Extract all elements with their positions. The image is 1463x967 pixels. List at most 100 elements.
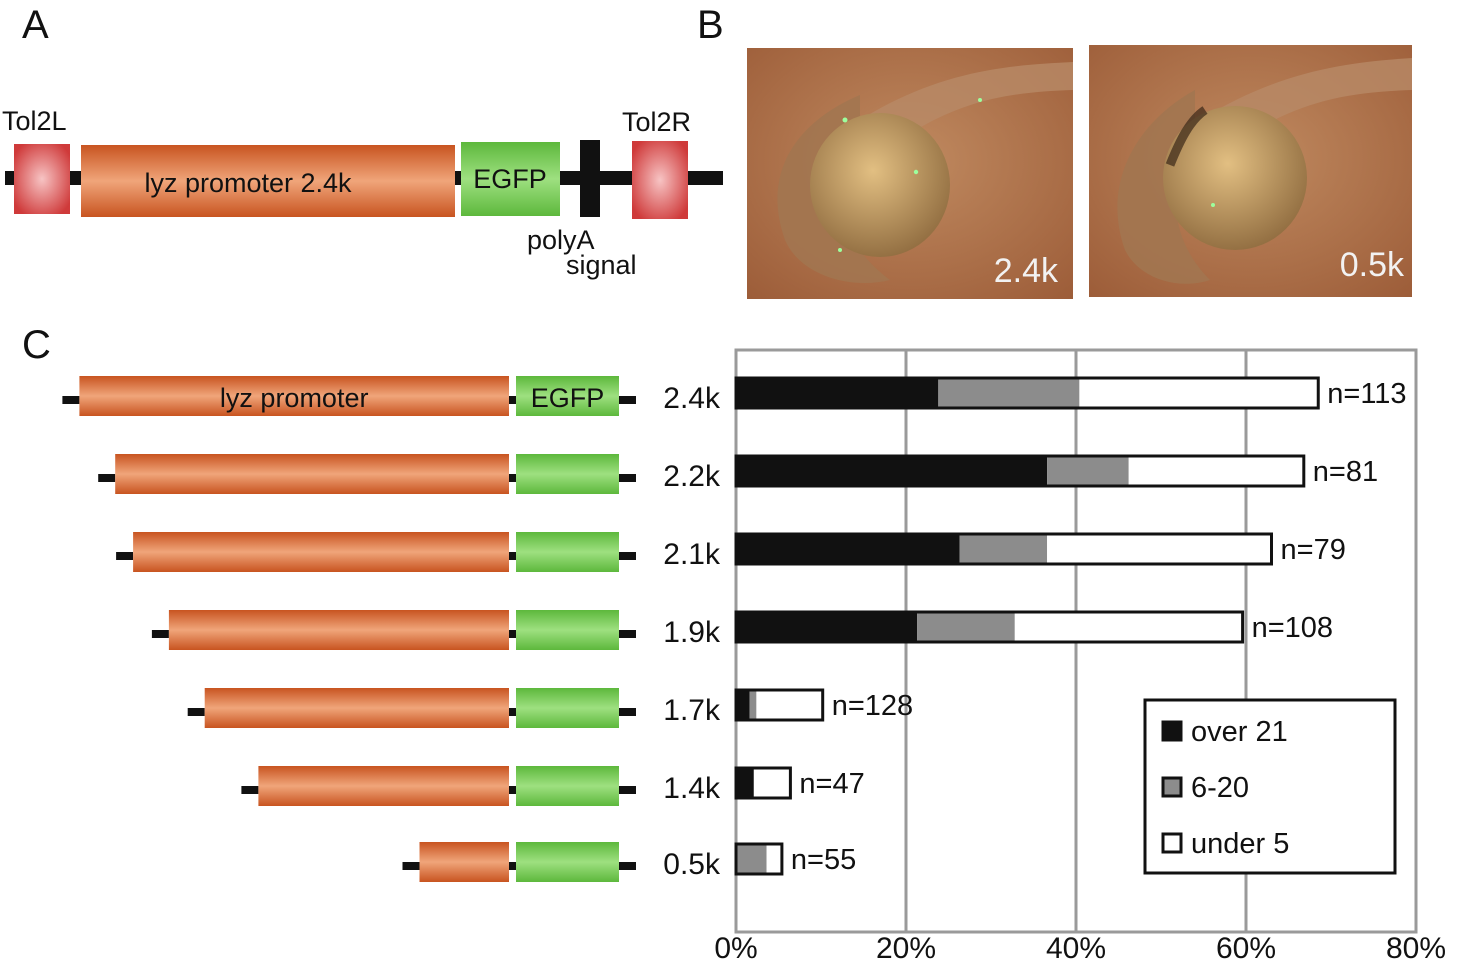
bar-outline [734,376,1320,410]
bar-segment-under5 [753,768,791,798]
photo2-label: 0.5k [1340,246,1405,284]
bar-segment-over21 [736,534,960,564]
construct-egfp-box [516,766,619,806]
construct-0.5k: 0.5k [402,842,721,882]
bar-segment-6-20 [736,844,767,874]
construct-line-left [116,552,134,560]
construct-line-left [241,786,259,794]
embryo-photo-2: 0.5k [1089,45,1412,297]
egfp-box [461,142,560,216]
construct-promoter-box [258,766,509,806]
n-label: n=81 [1313,456,1378,488]
polya-bar [580,140,600,217]
n-label: n=79 [1281,534,1346,566]
x-tick-label: 0% [714,932,757,962]
tol2r-box [632,141,688,219]
panel-a-letter: A [22,3,49,47]
legend-swatch [1161,832,1183,854]
construct-line-left [151,630,169,638]
n-label: n=108 [1252,612,1333,644]
bar-outline [734,454,1306,488]
bar-segment-6-20 [749,690,757,720]
construct-line-left [402,862,420,870]
tol2r-label: Tol2R [622,107,691,137]
bar-segment-over21 [736,378,939,408]
construct-line-mid [509,552,516,560]
bar-segment-6-20 [938,378,1080,408]
construct-1.9k: 1.9k [151,610,721,650]
construct-line-right [619,396,636,404]
construct-diagram: Tol2L lyz promoter 2.4k EGFP polyA signa… [2,106,723,280]
stacked-bar-chart: 0% 20% 40% 60% 80% n=113 n=81 n=79 n=108 n=128 n=4… [714,348,1446,965]
bar-segment-over21 [736,768,754,798]
construct-egfp-label: EGFP [531,383,605,413]
construct-2.4k: lyz promoter EGFP 2.4k [62,376,721,416]
category-label: 1.9k [663,616,721,649]
construct-egfp-box [516,454,619,494]
construct-line-mid [509,708,516,716]
category-label: 2.2k [663,460,721,493]
construct-line-mid [509,474,516,482]
egfp-label: EGFP [473,164,547,194]
bar-segment-over21 [736,690,750,720]
panel-b-letter: B [697,3,724,47]
construct-2.2k: 2.2k [98,454,721,494]
construct-line-right [619,552,636,560]
construct-egfp-box [516,376,619,416]
n-label: n=128 [832,690,913,722]
x-tick-label: 80% [1386,932,1446,962]
construct-egfp-box [516,842,619,882]
bar-segment-under5 [756,690,823,720]
legend-swatch [1161,776,1183,798]
bar-segment-under5 [1014,612,1243,642]
construct-egfp-box [516,532,619,572]
promoter-box [81,145,455,217]
legend-box [1143,698,1397,875]
construct-promoter-box [79,376,510,416]
construct-promoter-box [204,688,509,728]
polya-label: polyA [527,225,595,255]
bar-outline [734,766,792,800]
tol2l-box [14,144,70,214]
bar-segment-under5 [1128,456,1304,486]
photo1-label: 2.4k [994,252,1059,290]
bar-outline [734,842,784,876]
construct-line-mid [509,786,516,794]
construct-line-right [619,708,636,716]
construct-promoter-label: lyz promoter [220,383,369,413]
n-label: n=55 [791,844,856,876]
category-label: 2.4k [663,382,721,415]
legend-swatch [1161,720,1183,742]
bar-segment-6-20 [1047,456,1129,486]
legend-label: over 21 [1191,716,1288,748]
bar-segment-under5 [766,844,782,874]
panel-c-letter: C [22,323,51,367]
embryo-photo-1: 2.4k [747,48,1073,299]
construct-line-mid [509,630,516,638]
x-tick-label: 40% [1046,932,1106,962]
bar-segment-over21 [736,456,1048,486]
construct-line-left [98,474,116,482]
n-label: n=113 [1327,378,1406,410]
construct-line-left [62,396,80,404]
bar-segment-under5 [1079,378,1319,408]
construct-line-left [187,708,205,716]
construct-line-right [619,630,636,638]
construct-promoter-box [168,610,509,650]
legend: over 21 6-20 under 5 [1143,698,1397,875]
promoter-label: lyz promoter 2.4k [144,168,352,198]
signal-label: signal [566,250,637,280]
legend-label: 6-20 [1191,772,1249,804]
construct-promoter-box [419,842,509,882]
bar-outline [734,532,1273,566]
construct-line-right [619,862,636,870]
legend-label: under 5 [1191,828,1289,860]
category-label: 1.4k [663,772,721,805]
construct-1.4k: 1.4k [241,766,721,806]
construct-promoter-box [115,454,509,494]
category-label: 1.7k [663,694,721,727]
construct-line-mid [509,396,516,404]
bar-outline [734,610,1245,644]
bar-segment-under5 [1047,534,1272,564]
